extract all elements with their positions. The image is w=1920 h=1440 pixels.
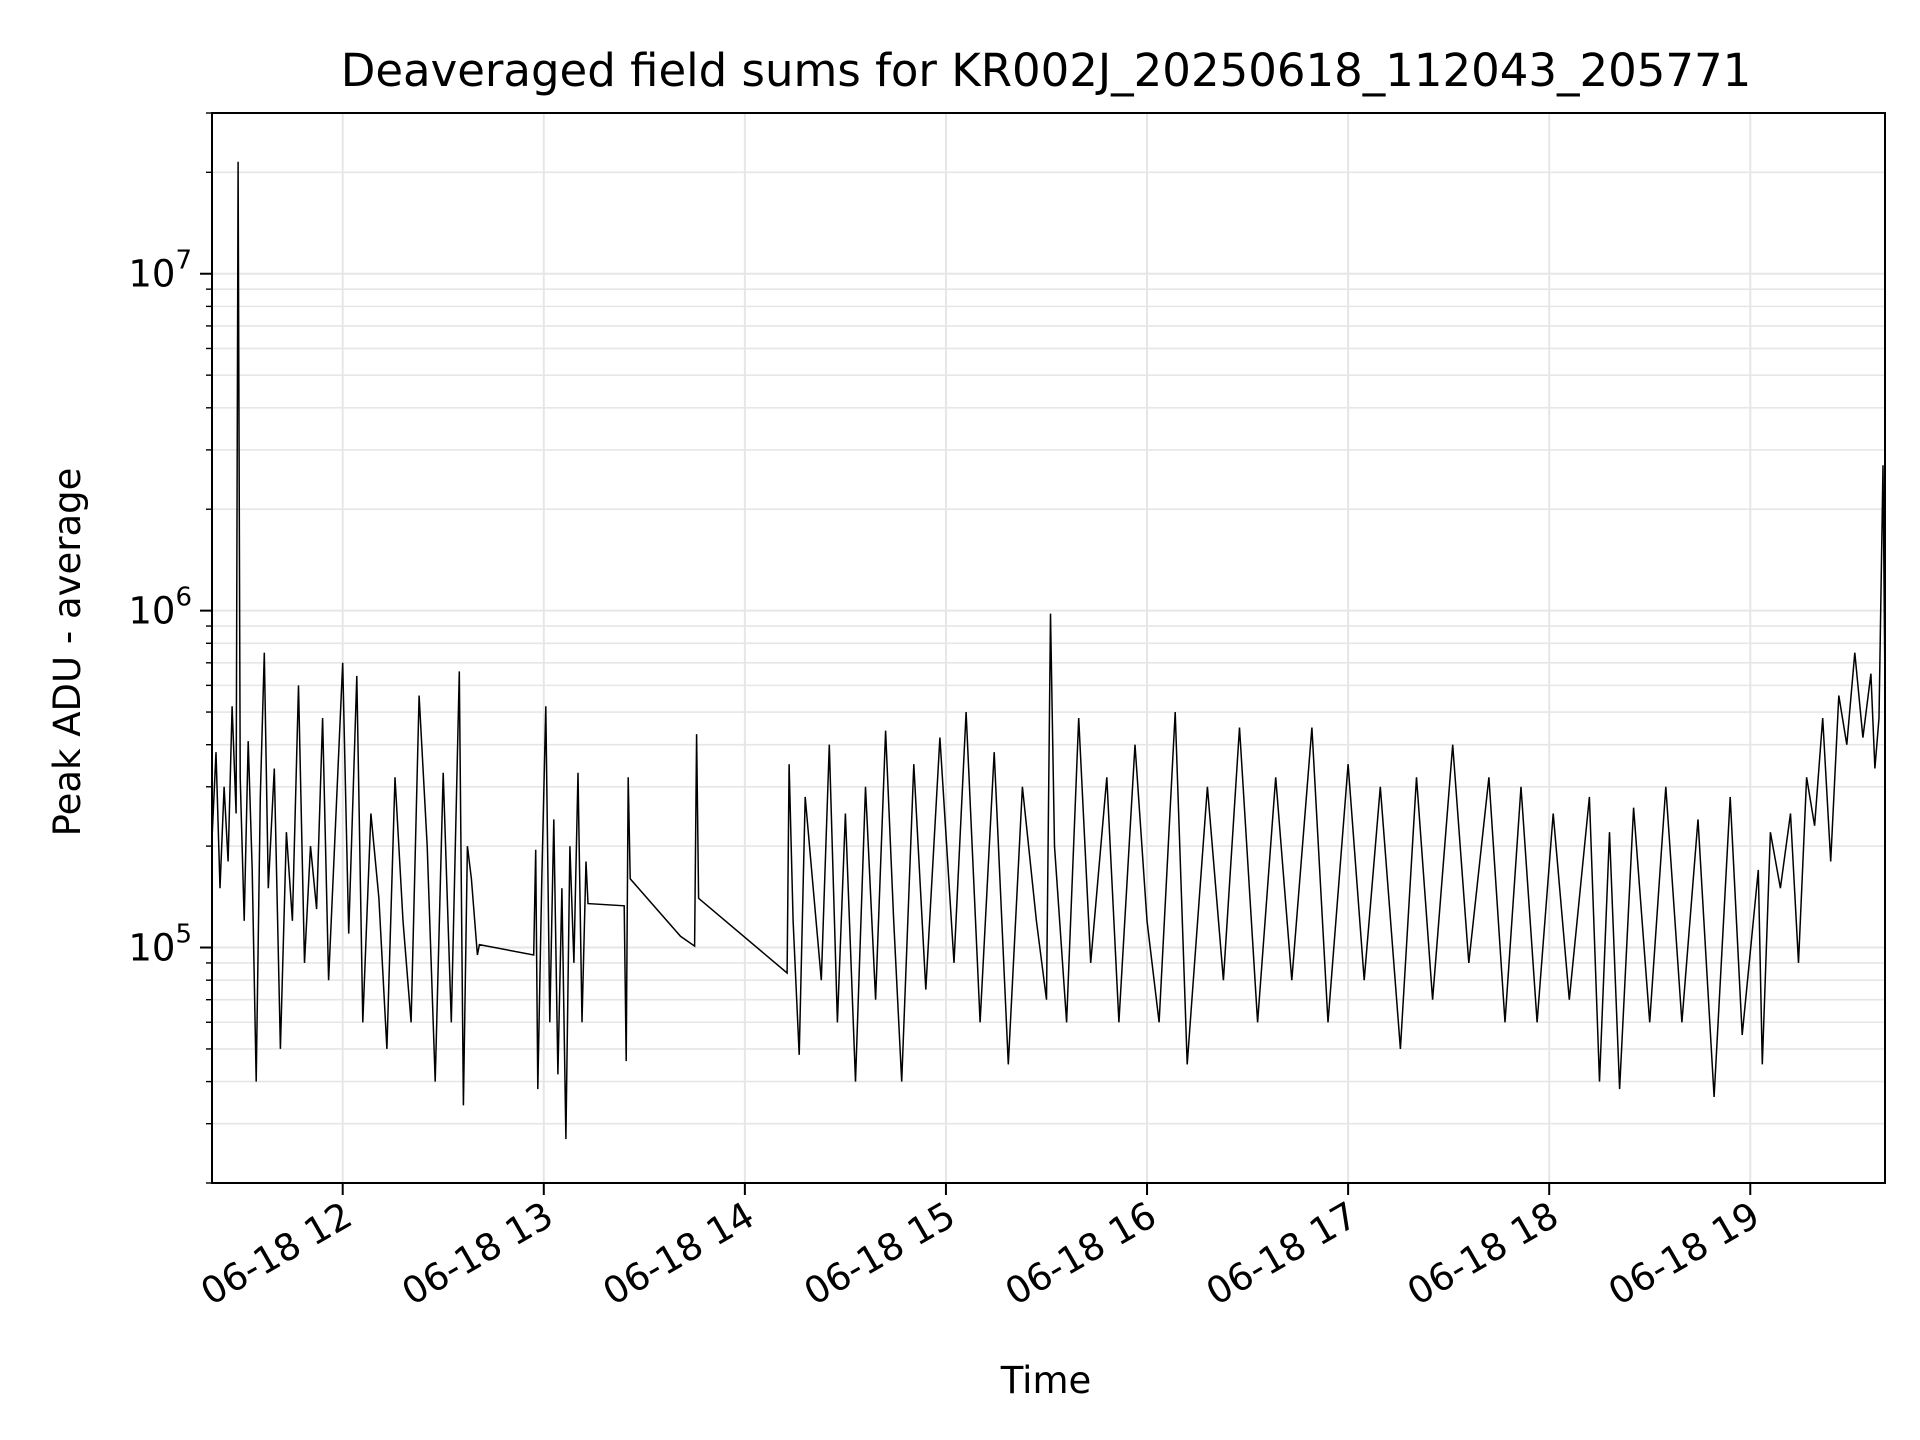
series-line (211, 161, 1886, 1140)
y-tick-label: 106 (128, 583, 192, 633)
y-tick-exponent: 7 (175, 246, 192, 276)
y-tick-base: 10 (128, 590, 175, 633)
chart-title: Deaveraged field sums for KR002J_2025061… (341, 44, 1752, 97)
plot-frame (211, 112, 1886, 1184)
y-tick-label: 105 (128, 920, 192, 970)
y-tick-label: 107 (128, 246, 192, 296)
y-tick-exponent: 5 (175, 920, 192, 950)
plot-area (211, 161, 1886, 1140)
y-tick-exponent: 6 (175, 583, 192, 613)
y-tick-base: 10 (128, 927, 175, 970)
y-tick-base: 10 (128, 253, 175, 296)
y-axis-label: Peak ADU - average (46, 468, 89, 837)
x-axis-label: Time (1000, 1359, 1092, 1402)
